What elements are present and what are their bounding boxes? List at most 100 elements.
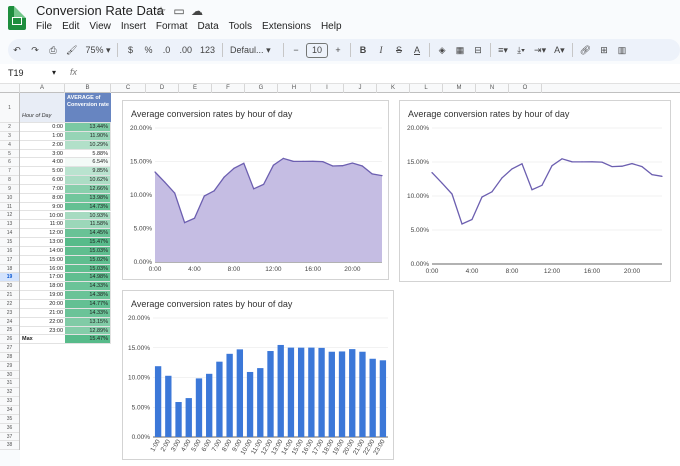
row-header-27[interactable]: 27 bbox=[0, 344, 19, 353]
row-header-7[interactable]: 7 bbox=[0, 167, 19, 177]
column-header-j[interactable]: J bbox=[344, 84, 377, 93]
bar-chart[interactable]: Average conversion rates by hour of day … bbox=[122, 290, 394, 460]
row-header-11[interactable]: 11 bbox=[0, 203, 19, 212]
menu-format[interactable]: Format bbox=[155, 21, 188, 32]
font-size-decrease-button[interactable]: − bbox=[293, 45, 299, 55]
rate-cell[interactable]: 15.02% bbox=[65, 255, 111, 265]
column-header-a[interactable]: A bbox=[20, 84, 65, 93]
hour-cell[interactable]: 16:00 bbox=[20, 265, 65, 274]
menu-view[interactable]: View bbox=[89, 21, 111, 32]
merge-cells-icon[interactable]: ⊟ bbox=[474, 44, 482, 55]
name-box[interactable]: T19 bbox=[8, 68, 56, 78]
row-header-2[interactable]: 2 bbox=[0, 123, 19, 132]
hour-cell[interactable]: 0:00 bbox=[20, 123, 65, 132]
column-header-g[interactable]: G bbox=[245, 84, 278, 93]
increase-decimal-button[interactable]: .00 bbox=[179, 45, 192, 55]
rate-cell[interactable]: 11.58% bbox=[65, 220, 111, 230]
row-header-5[interactable]: 5 bbox=[0, 150, 19, 159]
insert-chart-icon[interactable]: ▥ bbox=[617, 44, 627, 55]
rate-cell[interactable]: 13.98% bbox=[65, 193, 111, 203]
column-header-d[interactable]: D bbox=[146, 84, 179, 93]
cloud-status-icon[interactable]: ☁ bbox=[191, 4, 203, 18]
select-all-corner[interactable] bbox=[0, 84, 20, 93]
menu-tools[interactable]: Tools bbox=[228, 21, 253, 32]
hour-cell[interactable]: 21:00 bbox=[20, 309, 65, 318]
rate-cell[interactable]: 13.44% bbox=[65, 123, 111, 132]
row-header-30[interactable]: 30 bbox=[0, 371, 19, 380]
more-formats-button[interactable]: 123 bbox=[200, 45, 216, 55]
row-header-12[interactable]: 12 bbox=[0, 211, 19, 221]
row-header-3[interactable]: 3 bbox=[0, 132, 19, 141]
area-chart[interactable]: Average conversion rates by hour of day … bbox=[122, 100, 389, 280]
row-header-36[interactable]: 36 bbox=[0, 424, 19, 433]
insert-link-icon[interactable]: 🔗︎ bbox=[579, 44, 592, 55]
text-color-icon[interactable]: A bbox=[414, 45, 421, 55]
insert-comment-icon[interactable]: ⊞ bbox=[600, 44, 608, 55]
rate-cell[interactable]: 6.54% bbox=[65, 158, 111, 168]
hour-cell[interactable]: 23:00 bbox=[20, 327, 65, 336]
row-header-29[interactable]: 29 bbox=[0, 362, 19, 371]
font-select[interactable]: Defaul... ▾ bbox=[230, 44, 271, 56]
row-header-21[interactable]: 21 bbox=[0, 291, 19, 300]
row-header-17[interactable]: 17 bbox=[0, 256, 19, 265]
row-header-13[interactable]: 13 bbox=[0, 220, 19, 230]
row-header-10[interactable]: 10 bbox=[0, 194, 19, 203]
italic-icon[interactable]: I bbox=[379, 45, 383, 55]
rate-cell[interactable]: 13.15% bbox=[65, 317, 111, 327]
row-header-19[interactable]: 19 bbox=[0, 273, 19, 283]
menu-edit[interactable]: Edit bbox=[62, 21, 80, 32]
header-average-cell[interactable]: AVERAGE of Conversion rate bbox=[65, 93, 111, 123]
row-header-32[interactable]: 32 bbox=[0, 388, 19, 398]
row-header-23[interactable]: 23 bbox=[0, 309, 19, 318]
hour-cell[interactable]: 18:00 bbox=[20, 282, 65, 292]
hour-cell[interactable]: 12:00 bbox=[20, 229, 65, 239]
column-header-n[interactable]: N bbox=[476, 84, 509, 93]
rate-cell[interactable]: 15.03% bbox=[65, 264, 111, 274]
row-header-25[interactable]: 25 bbox=[0, 326, 19, 336]
rate-cell[interactable]: 15.47% bbox=[65, 238, 111, 247]
row-header-34[interactable]: 34 bbox=[0, 406, 19, 415]
rate-cell[interactable]: 10.62% bbox=[65, 176, 111, 185]
rate-cell[interactable]: 10.29% bbox=[65, 140, 111, 150]
row-header-6[interactable]: 6 bbox=[0, 158, 19, 168]
rate-cell[interactable]: 14.77% bbox=[65, 300, 111, 309]
row-header-28[interactable]: 28 bbox=[0, 353, 19, 362]
hour-cell[interactable]: 2:00 bbox=[20, 141, 65, 150]
row-header-15[interactable]: 15 bbox=[0, 238, 19, 247]
font-size-increase-button[interactable]: + bbox=[335, 45, 341, 55]
rate-cell[interactable]: 12.66% bbox=[65, 184, 111, 194]
header-hour-of-day-cell[interactable]: Hour of Day bbox=[20, 93, 65, 123]
row-header-9[interactable]: 9 bbox=[0, 185, 19, 194]
bold-icon[interactable]: B bbox=[359, 45, 367, 55]
hour-cell[interactable]: 22:00 bbox=[20, 318, 65, 327]
rate-cell[interactable]: 14.33% bbox=[65, 282, 111, 292]
hour-cell[interactable]: 13:00 bbox=[20, 238, 65, 247]
column-header-f[interactable]: F bbox=[212, 84, 245, 93]
rate-cell[interactable]: 14.33% bbox=[65, 308, 111, 318]
row-header-35[interactable]: 35 bbox=[0, 415, 19, 424]
column-header-i[interactable]: I bbox=[311, 84, 344, 93]
rate-cell[interactable]: 9.85% bbox=[65, 167, 111, 177]
star-icon[interactable]: ☆ bbox=[155, 4, 167, 18]
row-header-24[interactable]: 24 bbox=[0, 318, 19, 327]
column-header-m[interactable]: M bbox=[443, 84, 476, 93]
sheets-logo-icon[interactable] bbox=[8, 6, 26, 30]
row-header-16[interactable]: 16 bbox=[0, 247, 19, 256]
document-title[interactable]: Conversion Rate Data bbox=[36, 3, 164, 18]
vertical-align-icon[interactable]: ⤓▾ bbox=[517, 44, 525, 55]
paint-format-icon[interactable]: 🖌︎ bbox=[66, 44, 78, 55]
hour-cell[interactable]: 8:00 bbox=[20, 194, 65, 203]
row-header-26[interactable]: 26 bbox=[0, 335, 19, 345]
hour-cell[interactable]: 20:00 bbox=[20, 300, 65, 309]
hour-cell[interactable]: 7:00 bbox=[20, 185, 65, 194]
row-header-22[interactable]: 22 bbox=[0, 300, 19, 309]
menu-help[interactable]: Help bbox=[320, 21, 342, 32]
move-folder-icon[interactable]: ▭ bbox=[173, 4, 185, 18]
text-rotation-icon[interactable]: A▾ bbox=[554, 44, 565, 55]
hour-cell[interactable]: 15:00 bbox=[20, 256, 65, 265]
row-header-31[interactable]: 31 bbox=[0, 379, 19, 389]
column-header-e[interactable]: E bbox=[179, 84, 212, 93]
row-header-14[interactable]: 14 bbox=[0, 229, 19, 238]
hour-cell[interactable]: 14:00 bbox=[20, 247, 65, 256]
hour-cell[interactable]: 6:00 bbox=[20, 176, 65, 185]
